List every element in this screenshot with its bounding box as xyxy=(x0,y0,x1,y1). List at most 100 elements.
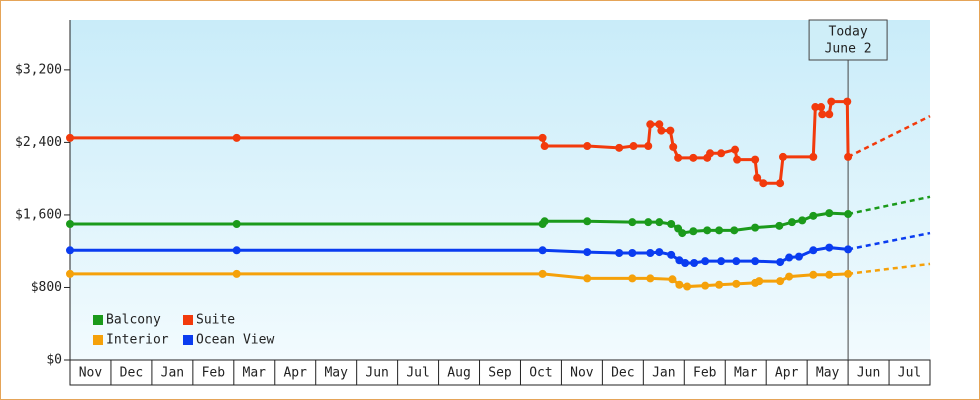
data-point xyxy=(232,220,241,228)
data-point xyxy=(844,210,853,219)
data-point xyxy=(66,220,74,228)
today-date: June 2 xyxy=(825,42,872,57)
series-line xyxy=(70,211,849,235)
data-point xyxy=(755,277,764,286)
data-point xyxy=(646,120,655,129)
data-point xyxy=(675,280,684,289)
data-point xyxy=(825,209,834,218)
data-point xyxy=(703,226,712,235)
x-tick-label: Feb xyxy=(202,366,226,381)
data-point xyxy=(583,142,592,151)
x-tick-label: Jan xyxy=(652,366,675,381)
data-point xyxy=(844,152,853,161)
data-point xyxy=(655,120,664,129)
data-point xyxy=(683,282,692,291)
data-point xyxy=(628,249,637,258)
x-tick-label: May xyxy=(324,366,348,381)
data-point xyxy=(538,269,547,278)
data-point xyxy=(785,272,794,281)
x-tick-label: Mar xyxy=(243,366,267,381)
legend-swatch xyxy=(93,335,103,345)
x-tick-label: Mar xyxy=(734,366,758,381)
y-tick-label: $0 xyxy=(46,353,62,368)
x-axis-strip xyxy=(69,359,931,386)
x-tick-label: Sep xyxy=(488,366,512,381)
data-point xyxy=(775,221,784,230)
data-point xyxy=(811,103,820,112)
data-point xyxy=(717,257,726,266)
data-point xyxy=(809,211,818,220)
data-point xyxy=(674,153,683,162)
data-point xyxy=(668,275,677,284)
data-point xyxy=(628,274,637,283)
x-tick-label: Dec xyxy=(120,366,143,381)
today-box xyxy=(808,19,888,61)
data-point xyxy=(644,142,653,151)
data-point xyxy=(794,252,803,261)
legend-swatch xyxy=(183,315,193,325)
data-point xyxy=(232,269,241,278)
x-tick-label: Oct xyxy=(529,366,552,381)
data-point xyxy=(843,97,852,106)
data-point xyxy=(690,258,699,267)
data-point xyxy=(733,155,742,164)
data-point xyxy=(818,110,827,119)
data-point xyxy=(776,258,785,267)
data-point xyxy=(689,227,698,236)
data-point xyxy=(809,152,818,161)
series-line xyxy=(70,246,849,265)
x-tick-label: Feb xyxy=(693,366,717,381)
data-point xyxy=(825,270,834,279)
data-point xyxy=(666,126,675,135)
y-tick-label: $800 xyxy=(31,280,62,295)
data-point xyxy=(583,274,592,283)
data-point xyxy=(809,246,818,255)
data-point xyxy=(615,249,624,258)
x-tick-label: Jul xyxy=(898,366,921,381)
x-tick-label: Nov xyxy=(570,366,594,381)
data-point xyxy=(825,110,834,119)
data-point xyxy=(667,220,676,228)
data-point xyxy=(628,218,637,227)
legend-swatch xyxy=(183,335,193,345)
plot-area xyxy=(70,20,930,360)
data-point xyxy=(232,246,241,255)
x-tick-label: Nov xyxy=(79,366,103,381)
y-tick-label: $2,400 xyxy=(15,135,62,150)
data-point xyxy=(751,155,760,164)
x-tick-label: Dec xyxy=(611,366,634,381)
y-tick-label: $3,200 xyxy=(15,62,62,77)
data-point xyxy=(66,246,74,255)
data-point xyxy=(66,269,74,278)
data-point xyxy=(540,217,549,226)
data-point xyxy=(583,217,592,226)
data-point xyxy=(689,153,698,162)
data-point xyxy=(701,281,710,290)
x-tick-label: May xyxy=(816,366,840,381)
data-point xyxy=(751,257,760,266)
data-point xyxy=(667,250,676,259)
data-point xyxy=(540,142,549,151)
data-point xyxy=(776,179,785,188)
data-point xyxy=(646,274,655,283)
data-point xyxy=(66,133,74,142)
data-point xyxy=(644,218,653,227)
x-tick-label: Jun xyxy=(365,366,388,381)
data-point xyxy=(717,149,726,158)
data-point xyxy=(776,277,785,286)
data-point xyxy=(731,145,740,154)
data-point xyxy=(759,179,768,188)
x-tick-label: Apr xyxy=(775,366,799,381)
data-point xyxy=(730,226,739,235)
x-tick-label: Jul xyxy=(406,366,429,381)
data-point xyxy=(538,133,547,142)
data-point xyxy=(646,249,655,258)
today-label: Today xyxy=(829,25,868,40)
legend-label: Ocean View xyxy=(196,333,274,348)
x-tick-label: Aug xyxy=(447,366,470,381)
data-point xyxy=(844,269,853,278)
data-point xyxy=(825,243,834,252)
projection-line xyxy=(847,262,931,276)
x-tick-label: Jan xyxy=(161,366,184,381)
